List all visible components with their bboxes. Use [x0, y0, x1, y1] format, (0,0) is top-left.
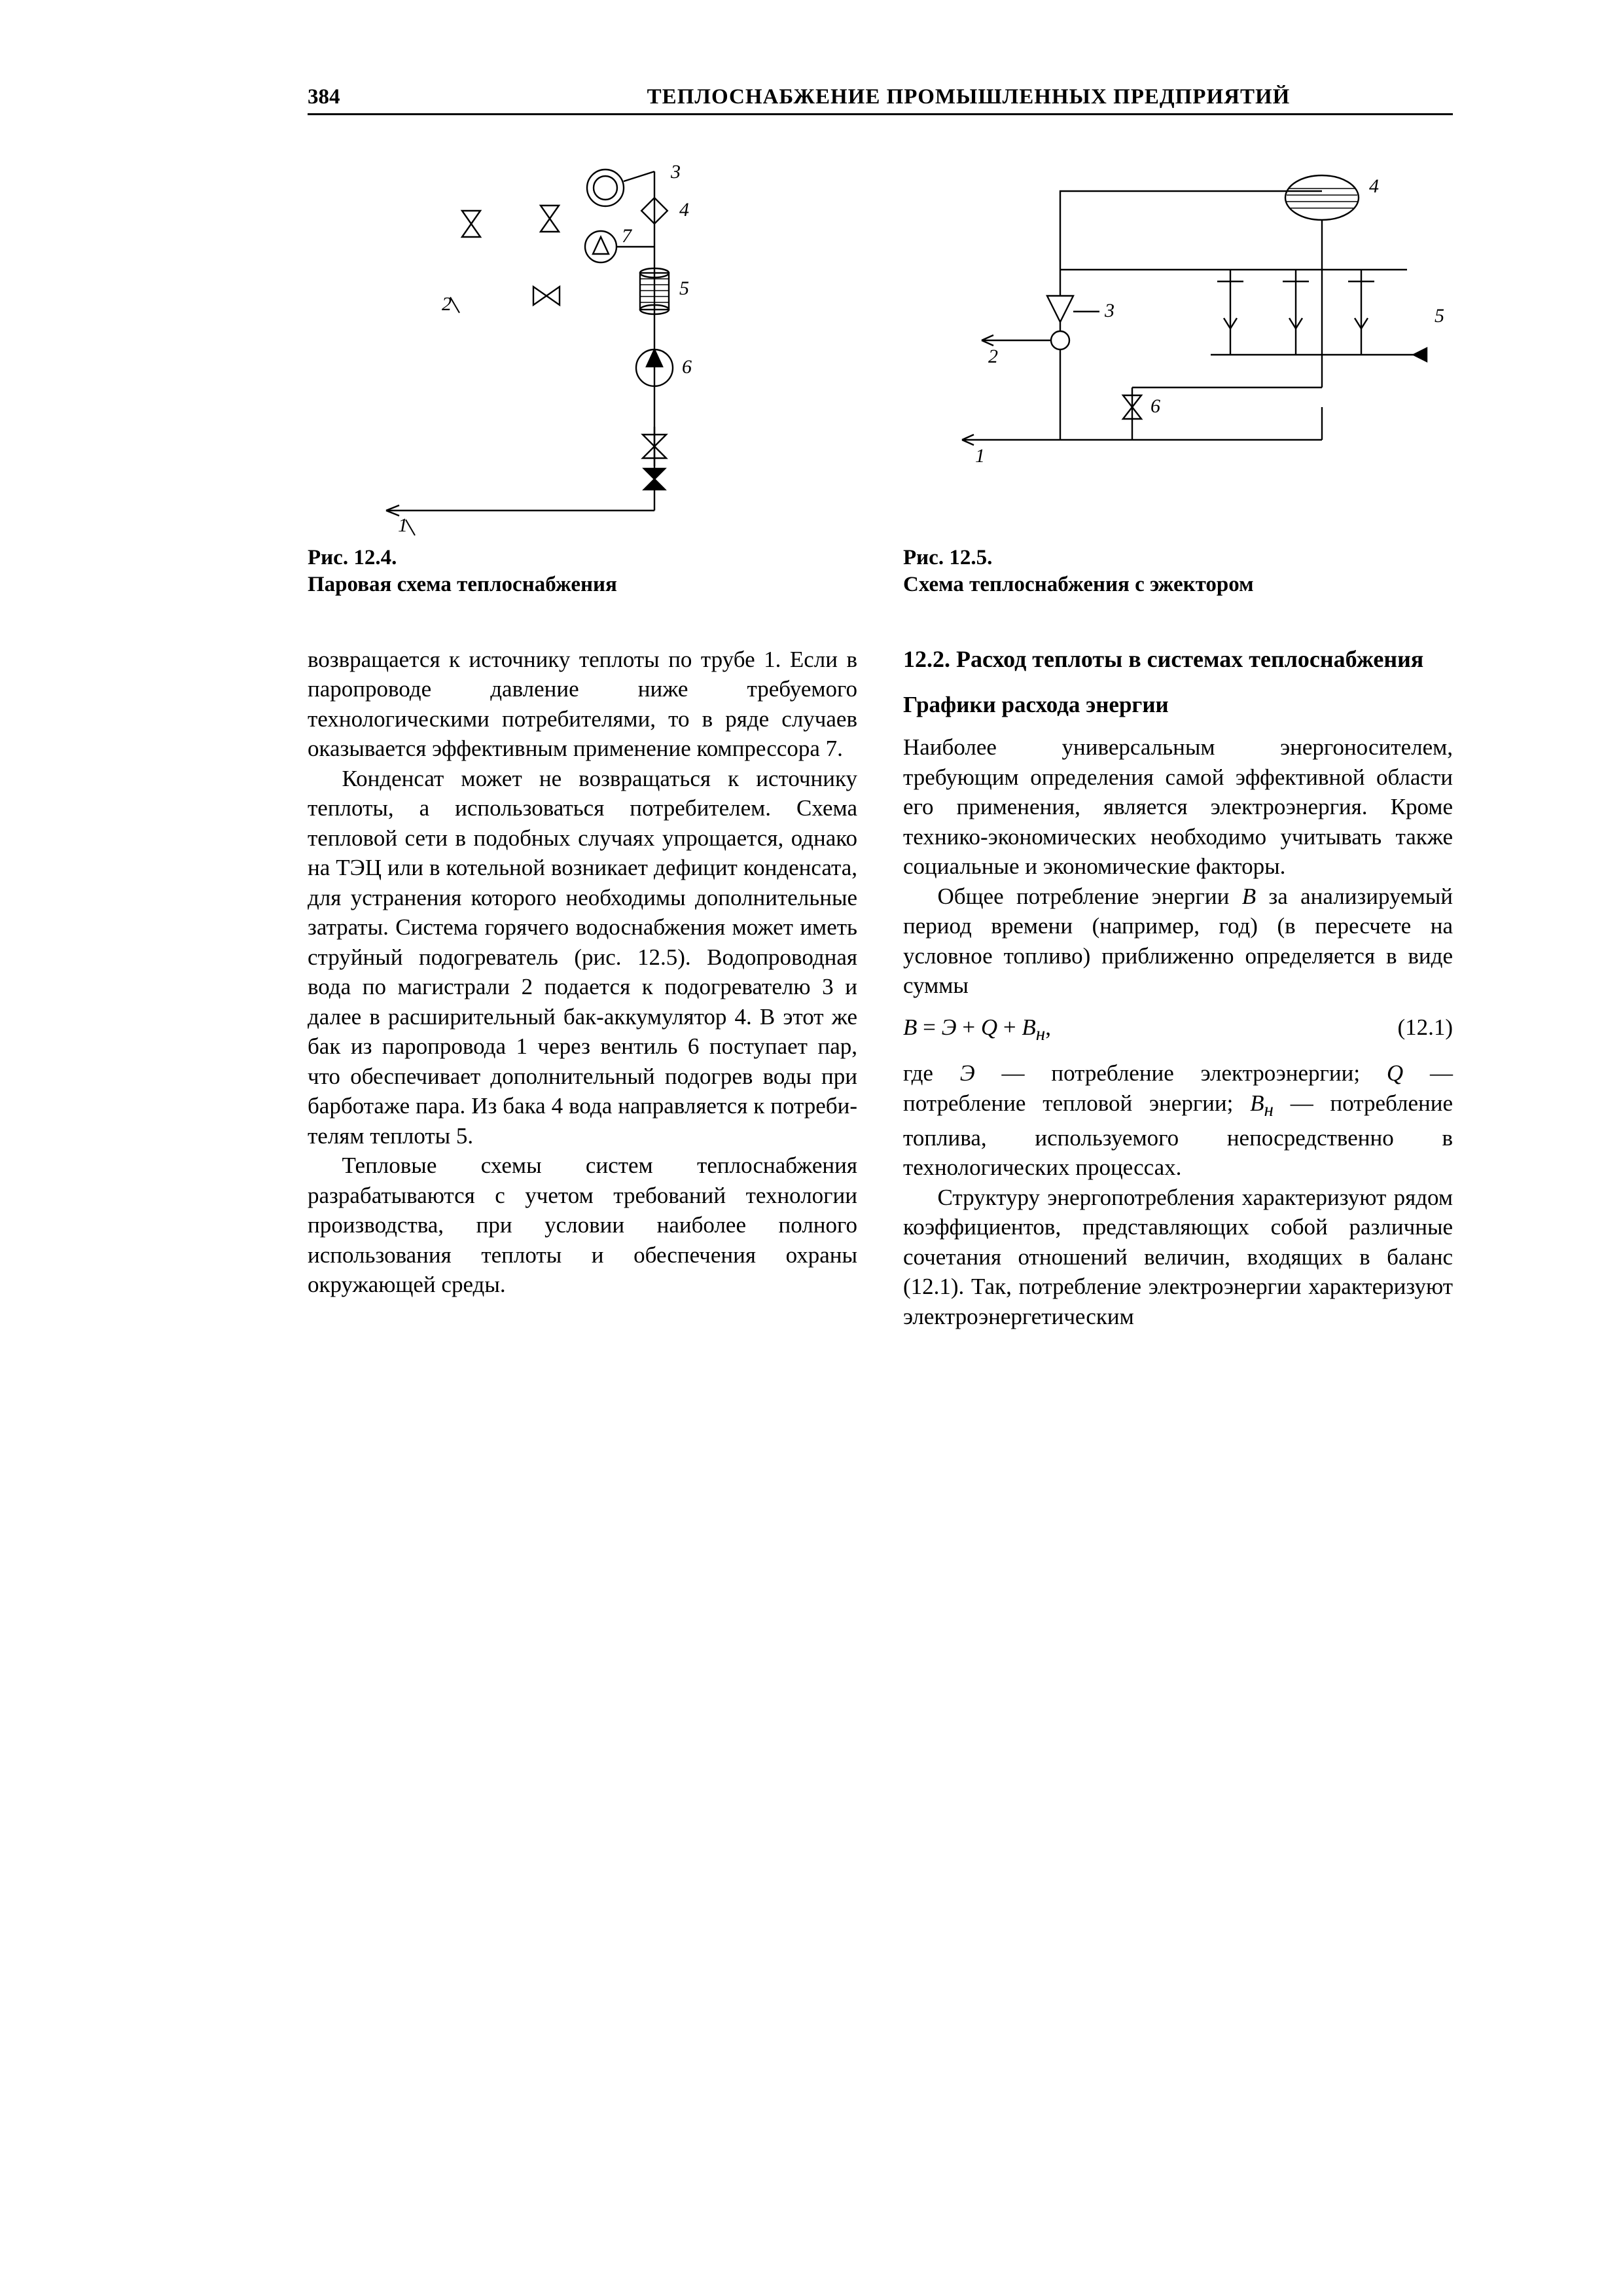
fig-12-5-label-4: 4 [1369, 175, 1379, 197]
fig-12-5-label-2: 2 [988, 346, 998, 367]
right-column: 12.2. Расход теплоты в системах теплосна… [903, 645, 1453, 1332]
fig-12-5-label-6: 6 [1150, 395, 1160, 417]
right-p4: Структуру энергопотребления характе­ризу… [903, 1183, 1453, 1332]
right-p3-prefix: где [903, 1060, 960, 1086]
equation-12-1-body: B = Э + Q + Bн, [903, 1013, 1374, 1047]
sym-B: B [1242, 884, 1256, 909]
page: 384 ТЕПЛОСНАБЖЕНИЕ ПРОМЫШЛЕННЫХ ПРЕДПРИЯ… [0, 0, 1623, 1331]
body-columns: возвращается к источнику теплоты по труб… [308, 645, 1453, 1332]
eq-t2: Q [981, 1014, 997, 1040]
fig-12-5-svg: 4 3 5 6 2 1 [903, 139, 1453, 545]
eq-t1: Э [942, 1014, 957, 1040]
fig-12-4-svg: 2 3 4 5 6 7 1 [308, 139, 857, 545]
left-column: возвращается к источнику теплоты по труб… [308, 645, 857, 1332]
running-title: ТЕПЛОСНАБЖЕНИЕ ПРОМЫШЛЕННЫХ ПРЕДПРИЯТИЙ [484, 85, 1453, 109]
fig-12-5-label-3: 3 [1104, 300, 1115, 321]
left-p3: Тепловые схемы систем теплоснабже­ния ра… [308, 1151, 857, 1300]
fig-12-5-label-1: 1 [975, 445, 985, 467]
section-12-2-title: 12.2. Расход теплоты в системах теплосна… [903, 645, 1453, 674]
fig-12-4-label-3: 3 [670, 161, 681, 183]
right-p3-Q: Q [1387, 1060, 1403, 1086]
subheading-graphs: Графики расхода энергии [903, 690, 1453, 720]
right-p3-Bn-sub: н [1264, 1100, 1274, 1121]
equation-12-1: B = Э + Q + Bн, (12.1) [903, 1013, 1453, 1047]
right-p3-Edef: — потребление электроэнергии; [975, 1060, 1387, 1086]
figure-12-5-number: Рис. 12.5. [903, 545, 1453, 571]
fig-12-4-label-1: 1 [398, 514, 408, 536]
left-p1: возвращается к источнику теплоты по труб… [308, 645, 857, 764]
right-p3-Bn: B [1250, 1090, 1264, 1116]
figure-12-4-number: Рис. 12.4. [308, 545, 857, 571]
fig-12-4-label-6: 6 [682, 356, 692, 378]
fig-12-4-label-7: 7 [622, 225, 633, 247]
figure-12-4-caption: Рис. 12.4. Паровая схема теплоснабжения [308, 545, 857, 599]
figure-12-5: 4 3 5 6 2 1 Рис. 12.5. Схема теплоснабже… [903, 139, 1453, 599]
fig-12-4-label-5: 5 [679, 278, 689, 299]
right-p2: Общее потребление энергии B за анализиру… [903, 882, 1453, 1001]
running-head: 384 ТЕПЛОСНАБЖЕНИЕ ПРОМЫШЛЕННЫХ ПРЕДПРИЯ… [308, 85, 1453, 115]
right-p2-a: Общее потребление энергии [938, 884, 1242, 909]
equation-12-1-number: (12.1) [1374, 1013, 1453, 1043]
fig-12-5-label-5: 5 [1435, 305, 1444, 327]
figure-12-4: 2 3 4 5 6 7 1 Рис. 12.4. [308, 139, 857, 599]
right-p3-E: Э [960, 1060, 975, 1086]
eq-t3: B [1022, 1014, 1035, 1040]
figure-12-5-caption: Рис. 12.5. Схема теплоснабжения с эжекто… [903, 545, 1453, 599]
right-p1: Наиболее универсальным энергоносите­лем,… [903, 732, 1453, 882]
left-p2: Конденсат может не возвращаться к источн… [308, 764, 857, 1151]
figure-12-4-drawing: 2 3 4 5 6 7 1 [308, 139, 857, 545]
figure-12-5-title: Схема теплоснабжения с эжектором [903, 571, 1453, 598]
fig-12-4-label-2: 2 [442, 293, 452, 315]
figures-row: 2 3 4 5 6 7 1 Рис. 12.4. [308, 139, 1453, 599]
eq-t3-sub: н [1036, 1024, 1045, 1045]
right-p3: где Э — потребление электроэнергии; Q — … [903, 1058, 1453, 1182]
page-number: 384 [308, 85, 484, 109]
fig-12-4-label-4: 4 [679, 199, 689, 221]
eq-lhs: B [903, 1014, 917, 1040]
figure-12-5-drawing: 4 3 5 6 2 1 [903, 139, 1453, 545]
figure-12-4-title: Паровая схема теплоснабжения [308, 571, 857, 598]
